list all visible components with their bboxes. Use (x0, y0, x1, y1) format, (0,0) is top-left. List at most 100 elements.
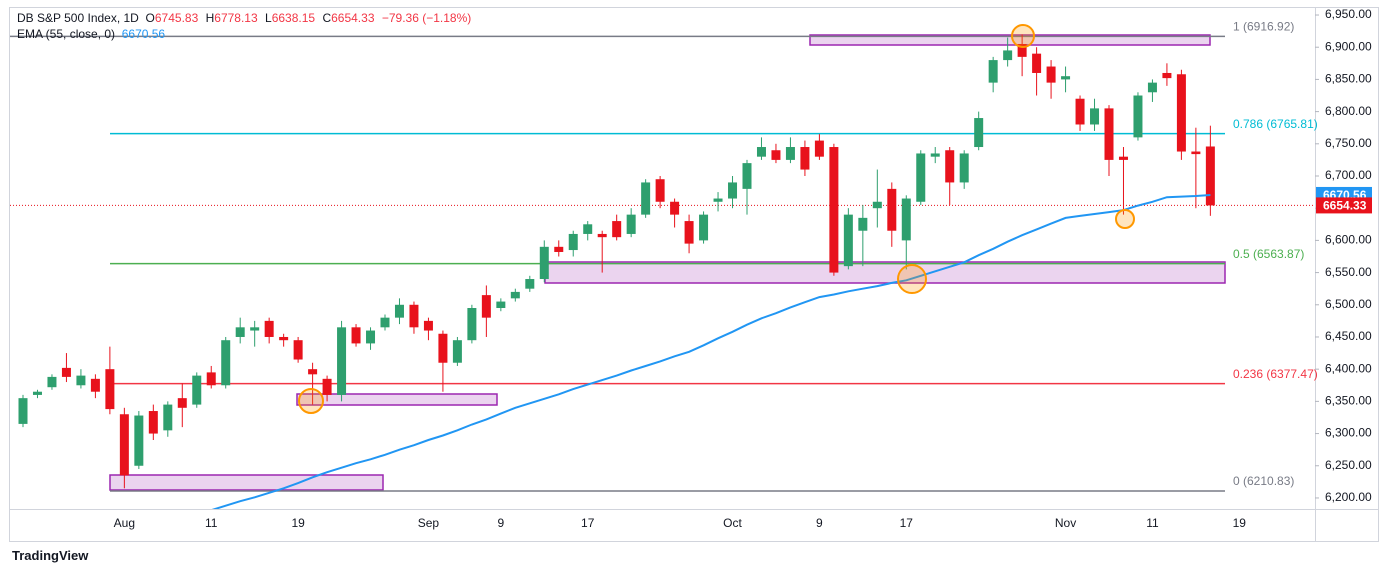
candle-body (554, 246, 564, 252)
x-tick-label: 11 (1146, 516, 1159, 530)
candle-body (279, 336, 289, 341)
candle-body (148, 411, 158, 434)
y-tick-label: 6,550.00 (1325, 265, 1372, 279)
y-tick-label: 6,350.00 (1325, 394, 1372, 408)
highlights (298, 24, 1135, 414)
candle-body (380, 317, 390, 328)
candle-body (337, 327, 347, 395)
candle-body (163, 404, 173, 431)
y-tick-label: 6,700.00 (1325, 168, 1372, 182)
x-tick-label: 11 (205, 516, 218, 530)
candle-body (423, 320, 433, 331)
candle-body (206, 372, 216, 386)
candle-body (1003, 50, 1013, 61)
y-tick-label: 6,400.00 (1325, 361, 1372, 375)
candle-body (641, 182, 651, 215)
candle-body (974, 118, 984, 148)
circle (1011, 24, 1035, 48)
zone (109, 474, 384, 491)
candle-body (47, 376, 57, 388)
candle-body (699, 214, 709, 241)
brand: TradingView (12, 548, 89, 563)
candle-body (105, 369, 115, 410)
candle-body (438, 333, 448, 363)
candle-body (177, 398, 187, 408)
candle-body (18, 398, 28, 424)
candle-body (119, 414, 129, 476)
y-tick-label: 6,900.00 (1325, 39, 1372, 53)
candle-body (872, 201, 882, 209)
level-label: 0 (6210.83) (1233, 474, 1294, 488)
x-tick-label: 9 (816, 516, 823, 530)
candle-body (670, 201, 680, 215)
candle-body (76, 375, 86, 386)
y-tick-label: 6,500.00 (1325, 297, 1372, 311)
candle-body (539, 246, 549, 280)
candle-body (1205, 146, 1215, 206)
y-tick-label: 6,850.00 (1325, 72, 1372, 86)
legend: DB S&P 500 Index, 1D O6745.83 H6778.13 L… (17, 10, 475, 42)
x-tick-label: 9 (497, 516, 504, 530)
candle-body (742, 163, 752, 189)
close-value: 6654.33 (331, 11, 375, 25)
candle-body (771, 150, 781, 160)
candle-body (583, 224, 593, 234)
last-price-tag-box (1316, 197, 1372, 214)
level-label: 0.786 (6765.81) (1233, 117, 1318, 131)
candle-body (481, 295, 491, 318)
candle-body (250, 327, 260, 331)
y-tick-label: 6,600.00 (1325, 233, 1372, 247)
frame (9, 7, 1379, 542)
candle-body (829, 147, 839, 273)
candle-body (930, 153, 940, 157)
candle-body (351, 327, 361, 344)
x-tick-label: 19 (1233, 516, 1247, 530)
candle-body (1032, 53, 1042, 73)
candle-body (843, 214, 853, 267)
candle-body (901, 198, 911, 241)
x-tick-label: Aug (114, 516, 135, 530)
candle-body (800, 147, 810, 170)
y-tick-label: 6,950.00 (1325, 7, 1372, 21)
candle-body (452, 340, 462, 363)
x-tick-label: 19 (291, 516, 305, 530)
candle-body (32, 391, 42, 395)
candle-body (1162, 72, 1172, 79)
candle-body (887, 188, 897, 231)
zone (544, 261, 1226, 284)
level-label: 0.236 (6377.47) (1233, 367, 1318, 381)
y-tick-label: 6,300.00 (1325, 426, 1372, 440)
candle-body (394, 304, 404, 318)
candle-body (264, 320, 274, 337)
candle-body (90, 378, 100, 392)
candle-body (988, 60, 998, 83)
change: −79.36 (−1.18%) (381, 11, 472, 25)
x-tick-label: Sep (418, 516, 440, 530)
candle-body (945, 150, 955, 183)
candle-body (814, 140, 824, 157)
x-tick-label: 17 (900, 516, 914, 530)
x-tick-label: Nov (1055, 516, 1076, 530)
ema-value: 6670.56 (121, 27, 166, 41)
candle-body (467, 308, 477, 341)
x-tick-label: 17 (581, 516, 595, 530)
candle-body (916, 153, 926, 202)
x-tick-label: Oct (723, 516, 742, 530)
candle-body (612, 221, 622, 238)
candle-body (597, 233, 607, 238)
circle (1115, 209, 1135, 229)
ema-name: EMA (55, close, 0) (17, 27, 116, 41)
symbol-line: DB S&P 500 Index, 1D O6745.83 H6778.13 L… (17, 10, 475, 26)
candle-body (785, 147, 795, 160)
candle-body (1176, 74, 1186, 152)
candle-body (308, 369, 318, 375)
y-tick-label: 6,450.00 (1325, 329, 1372, 343)
candle-body (756, 147, 766, 157)
y-tick-label: 6,200.00 (1325, 490, 1372, 504)
low-value: 6638.15 (271, 11, 316, 25)
candle-body (1061, 76, 1071, 80)
candle-body (655, 179, 665, 202)
candle-body (496, 301, 506, 308)
candle-body (1104, 108, 1114, 160)
